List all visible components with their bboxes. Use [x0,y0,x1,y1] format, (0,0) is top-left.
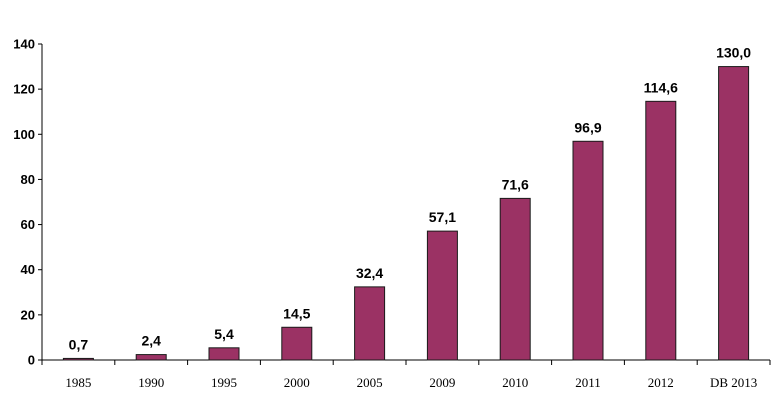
data-label: 0,7 [69,336,89,352]
x-tick-label: 2005 [357,375,383,390]
bar [208,347,240,361]
bar [499,197,531,361]
x-tick-label: 2010 [502,375,528,390]
data-label: 96,9 [574,119,601,135]
y-tick-label: 0 [28,353,35,368]
x-tick-label: DB 2013 [710,375,757,390]
x-tick-label: 1990 [138,375,164,390]
data-label: 57,1 [429,209,456,225]
y-tick-label: 80 [21,172,35,187]
y-tick-label: 60 [21,217,35,232]
data-label: 130,0 [716,45,751,61]
y-tick-label: 20 [21,307,35,322]
x-tick-label: 2000 [284,375,310,390]
data-label: 71,6 [502,176,529,192]
y-axis: 0 20 40 60 80 100 120 140 [13,37,43,368]
x-tick-label: 1995 [211,375,237,390]
bar [718,66,750,361]
x-tick-label: 2012 [648,375,674,390]
data-labels: 0,7 2,4 5,4 14,5 32,4 57,1 71,6 96,9 114,6 130,0 [69,45,752,353]
data-label: 32,4 [356,265,383,281]
bar [135,354,167,361]
bar [572,140,604,361]
data-label: 114,6 [644,79,678,95]
x-tick-label: 2011 [575,375,601,390]
data-label: 2,4 [141,333,161,349]
bar [645,100,677,361]
x-tick-label: 1985 [65,375,91,390]
x-tick-label: 2009 [429,375,455,390]
data-label: 5,4 [214,326,234,342]
bar [426,230,458,361]
y-tick-label: 140 [13,37,35,52]
y-tick-label: 120 [13,82,35,97]
bars [62,66,750,361]
x-axis: 1985 1990 1995 2000 2005 2009 2010 2011 2012 DB 2… [41,359,771,390]
data-label: 14,5 [283,305,310,321]
bar [281,326,313,361]
y-tick-label: 100 [13,127,35,142]
bar [62,357,94,361]
bar [354,286,386,361]
y-tick-label: 40 [21,262,35,277]
